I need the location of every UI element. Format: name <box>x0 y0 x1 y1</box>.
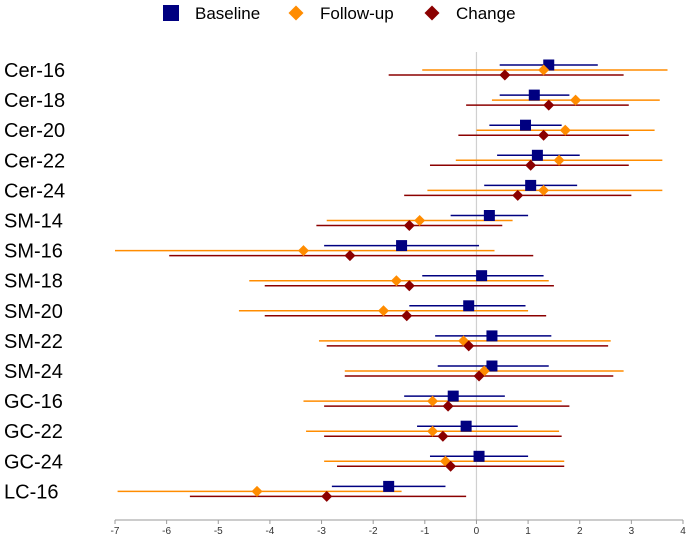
category-labels: Cer-16 Cer-18 Cer-20 Cer-22 Cer-24 SM-14 SM-16… <box>4 60 65 503</box>
category-label: SM-14 <box>4 211 63 233</box>
category-label: LC-16 <box>4 481 58 503</box>
category-label: Cer-22 <box>4 150 65 172</box>
category-label: Cer-16 <box>4 60 65 82</box>
point-change-cer-16 <box>499 69 511 81</box>
x-tick-label: -4 <box>265 526 274 535</box>
category-label: Cer-20 <box>4 120 65 142</box>
point-change-sm-14 <box>403 220 415 231</box>
point-baseline-gc-16 <box>447 390 459 402</box>
point-follow-up-cer-20 <box>559 124 571 136</box>
x-tick-label: 0 <box>474 526 480 535</box>
point-follow-up-sm-16 <box>297 245 309 257</box>
point-change-cer-18 <box>543 99 555 111</box>
legend-marker-follow-up <box>288 5 304 21</box>
point-change-lc-16 <box>321 490 333 502</box>
point-estimates <box>251 59 582 502</box>
point-follow-up-sm-20 <box>378 305 390 317</box>
point-change-cer-22 <box>525 159 537 171</box>
point-follow-up-cer-18 <box>570 94 582 106</box>
x-tick-label: -1 <box>420 526 429 535</box>
point-follow-up-cer-16 <box>538 64 550 76</box>
x-tick-label: -3 <box>317 526 326 535</box>
point-change-sm-18 <box>403 280 415 292</box>
point-change-gc-16 <box>442 400 454 412</box>
point-baseline-lc-16 <box>383 480 395 492</box>
point-follow-up-gc-16 <box>427 395 439 407</box>
category-label: SM-22 <box>4 331 63 353</box>
legend-label-baseline: Baseline <box>195 4 260 23</box>
point-follow-up-cer-22 <box>553 154 565 166</box>
point-follow-up-sm-14 <box>414 215 426 226</box>
point-baseline-sm-20 <box>463 300 475 312</box>
legend: Baseline Follow-up Change <box>163 4 516 23</box>
point-baseline-cer-20 <box>520 119 532 131</box>
point-change-cer-24 <box>512 189 524 201</box>
legend-label-change: Change <box>456 4 516 23</box>
point-change-cer-20 <box>538 129 550 141</box>
category-label: SM-18 <box>4 271 63 293</box>
x-tick-label: -5 <box>214 526 223 535</box>
point-baseline-sm-16 <box>396 240 408 252</box>
point-change-sm-24 <box>473 370 485 382</box>
category-label: GC-22 <box>4 421 63 443</box>
x-tick-label: 2 <box>577 526 583 535</box>
point-follow-up-cer-24 <box>538 184 550 196</box>
point-baseline-gc-22 <box>460 420 472 432</box>
category-label: SM-24 <box>4 361 63 383</box>
category-label: Cer-18 <box>4 90 65 112</box>
category-label: SM-16 <box>4 241 63 263</box>
x-tick-label: -6 <box>162 526 171 535</box>
point-change-gc-24 <box>445 460 457 472</box>
point-follow-up-lc-16 <box>251 485 263 497</box>
legend-label-follow-up: Follow-up <box>320 4 394 23</box>
point-follow-up-sm-18 <box>390 275 402 287</box>
x-tick-label: -2 <box>369 526 378 535</box>
point-change-sm-22 <box>463 340 475 352</box>
point-change-sm-20 <box>401 310 413 322</box>
category-label: GC-16 <box>4 391 63 413</box>
point-baseline-sm-22 <box>486 330 498 342</box>
point-baseline-gc-24 <box>473 450 485 462</box>
point-change-sm-16 <box>344 250 356 262</box>
point-baseline-cer-24 <box>525 179 537 191</box>
x-tick-label: -7 <box>111 526 120 535</box>
point-follow-up-gc-22 <box>427 425 439 437</box>
x-tick-label: 1 <box>525 526 531 535</box>
x-axis: -7 -6 -5 -4 -3 -2 -1 0 1 2 3 4 <box>111 519 686 535</box>
category-label: SM-20 <box>4 301 63 323</box>
point-baseline-sm-24 <box>486 360 498 372</box>
x-tick-label: 3 <box>629 526 635 535</box>
legend-marker-change <box>424 5 440 21</box>
category-label: Cer-24 <box>4 180 65 202</box>
point-baseline-cer-16 <box>543 59 555 71</box>
point-baseline-cer-18 <box>528 89 540 101</box>
x-tick-label: 4 <box>680 526 686 535</box>
point-baseline-sm-14 <box>483 210 495 221</box>
point-baseline-sm-18 <box>476 270 488 282</box>
legend-marker-baseline <box>163 5 179 21</box>
point-baseline-cer-22 <box>531 149 543 161</box>
point-change-gc-22 <box>437 430 449 442</box>
category-label: GC-24 <box>4 451 63 473</box>
